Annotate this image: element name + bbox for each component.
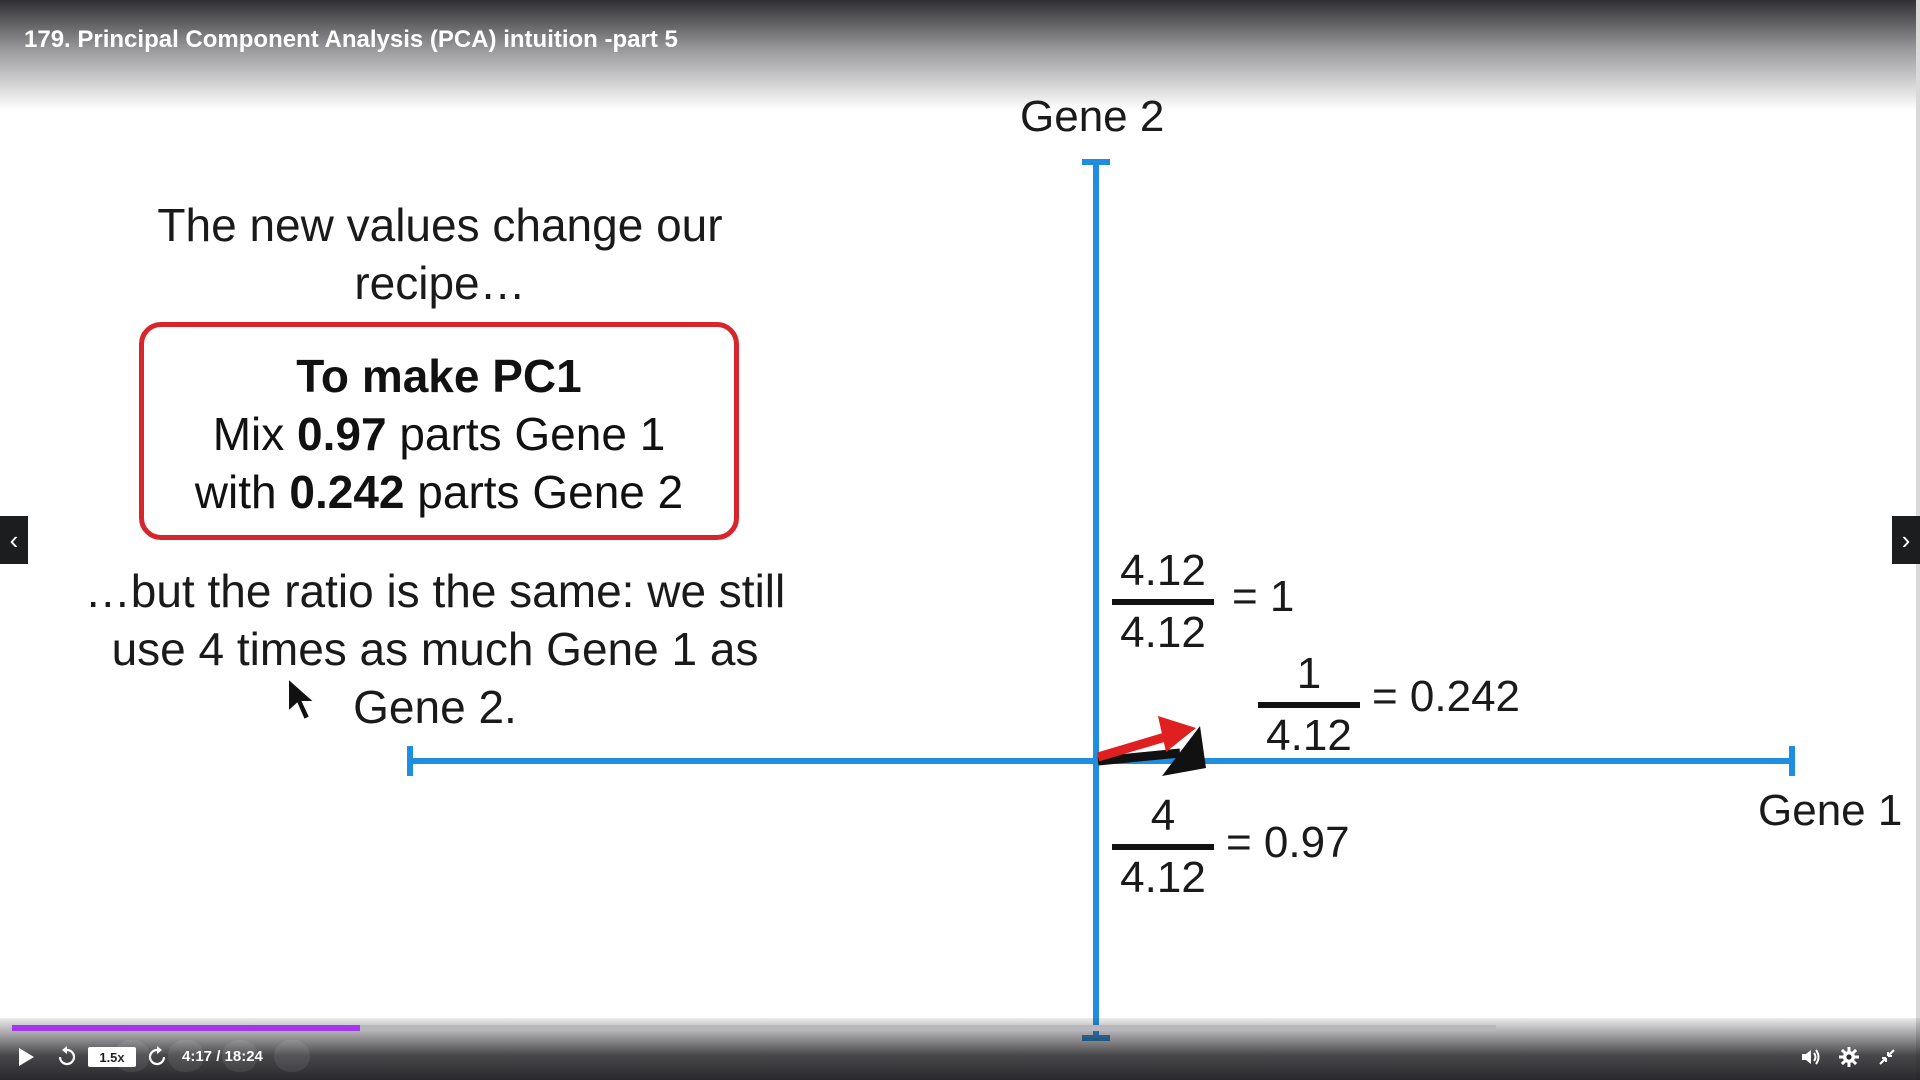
recipe-text: parts Gene 1 bbox=[386, 408, 666, 460]
fraction-numerator: 4.12 bbox=[1120, 546, 1206, 595]
recipe-title: To make PC1 bbox=[296, 350, 582, 402]
fraction-numerator: 4 bbox=[1150, 791, 1176, 840]
recipe-box: To make PC1 Mix 0.97 parts Gene 1 with 0… bbox=[139, 322, 739, 540]
recipe-value-gene1: 0.97 bbox=[297, 408, 387, 460]
fraction-1-result: = 1 bbox=[1232, 572, 1295, 621]
progress-fill bbox=[12, 1025, 360, 1031]
video-title: 179. Principal Component Analysis (PCA) … bbox=[24, 26, 678, 53]
exit-fullscreen-icon bbox=[1879, 1049, 1895, 1065]
fraction-bar bbox=[1112, 844, 1214, 850]
black-vector-arrow bbox=[1097, 748, 1181, 766]
settings-button[interactable] bbox=[1834, 1043, 1864, 1071]
fraction-2-result: = 0.242 bbox=[1372, 672, 1521, 721]
time-display: 4:17 / 18:24 bbox=[182, 1048, 263, 1065]
recipe-line-gene2: with 0.242 parts Gene 2 bbox=[144, 465, 734, 519]
red-vector-arrow bbox=[1096, 730, 1174, 762]
faded-control bbox=[222, 1040, 258, 1072]
fraction-3: 4 4.12 bbox=[1112, 790, 1214, 904]
gene1-axis-label: Gene 1 bbox=[1758, 786, 1903, 835]
slide-heading: The new values change our recipe… bbox=[157, 199, 723, 309]
fraction-numerator: 1 bbox=[1296, 649, 1322, 698]
red-arrowhead bbox=[1158, 716, 1196, 752]
chevron-right-icon: › bbox=[1901, 524, 1911, 555]
recipe-text: Mix bbox=[212, 408, 298, 460]
gear-icon bbox=[1839, 1047, 1859, 1067]
fraction-denominator: 4.12 bbox=[1120, 853, 1206, 902]
faded-control bbox=[168, 1040, 204, 1072]
fraction-3-result: = 0.97 bbox=[1226, 818, 1350, 867]
faded-control bbox=[274, 1040, 310, 1072]
next-lecture-button[interactable]: › bbox=[1892, 516, 1920, 564]
recipe-line-gene1: Mix 0.97 parts Gene 1 bbox=[144, 407, 734, 461]
recipe-text: parts Gene 2 bbox=[404, 466, 684, 518]
rewind-button[interactable] bbox=[52, 1043, 82, 1071]
fullscreen-button[interactable] bbox=[1872, 1043, 1902, 1071]
fraction-bar bbox=[1258, 702, 1360, 708]
progress-bar[interactable] bbox=[12, 1025, 1496, 1031]
ratio-explanation: …but the ratio is the same: we still use… bbox=[84, 565, 786, 733]
recipe-text: with bbox=[194, 466, 290, 518]
mouse-cursor-icon bbox=[287, 676, 318, 722]
fraction-denominator: 4.12 bbox=[1120, 608, 1206, 657]
fraction-denominator: 4.12 bbox=[1266, 711, 1352, 760]
fraction-2: 1 4.12 bbox=[1258, 648, 1360, 762]
play-icon bbox=[19, 1048, 34, 1066]
playback-speed-button[interactable]: 1.5x bbox=[88, 1047, 136, 1067]
volume-button[interactable] bbox=[1796, 1043, 1826, 1071]
forward-icon bbox=[148, 1046, 166, 1066]
black-arrowhead bbox=[1162, 726, 1206, 776]
volume-icon bbox=[1802, 1049, 1820, 1065]
play-button[interactable] bbox=[10, 1043, 42, 1071]
title-overlay bbox=[0, 0, 1920, 110]
recipe-value-gene2: 0.242 bbox=[289, 466, 405, 518]
forward-button[interactable] bbox=[142, 1043, 172, 1071]
rewind-icon bbox=[58, 1046, 76, 1066]
fraction-1: 4.12 4.12 bbox=[1112, 545, 1214, 659]
previous-lecture-button[interactable]: ‹ bbox=[0, 516, 28, 564]
chevron-left-icon: ‹ bbox=[9, 524, 19, 555]
faded-control bbox=[114, 1040, 150, 1072]
fraction-bar bbox=[1112, 599, 1214, 605]
